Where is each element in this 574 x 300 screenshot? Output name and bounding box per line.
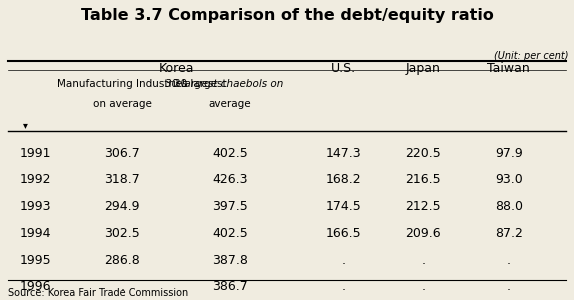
Text: .: .: [507, 254, 511, 267]
Text: 397.5: 397.5: [212, 200, 248, 213]
Text: 209.6: 209.6: [406, 227, 441, 240]
Text: average: average: [209, 99, 251, 109]
Text: 387.8: 387.8: [212, 254, 248, 267]
Text: 166.5: 166.5: [326, 227, 362, 240]
Text: .: .: [342, 254, 346, 267]
Text: 97.9: 97.9: [495, 147, 522, 160]
Text: 286.8: 286.8: [104, 254, 140, 267]
Text: 318.7: 318.7: [104, 173, 140, 187]
Text: 426.3: 426.3: [212, 173, 248, 187]
Text: Japan: Japan: [406, 62, 441, 75]
Text: 168.2: 168.2: [326, 173, 362, 187]
Text: Manufacturing Industries: Manufacturing Industries: [57, 79, 188, 89]
Text: U.S.: U.S.: [331, 62, 356, 75]
Text: .: .: [120, 280, 124, 293]
Text: 212.5: 212.5: [406, 200, 441, 213]
Text: Korea: Korea: [158, 62, 194, 75]
Text: 402.5: 402.5: [212, 227, 248, 240]
Text: 93.0: 93.0: [495, 173, 522, 187]
Text: 1993: 1993: [20, 200, 51, 213]
Text: Table 3.7 Comparison of the debt/equity ratio: Table 3.7 Comparison of the debt/equity …: [80, 8, 494, 23]
Text: 30 largest chaebols on: 30 largest chaebols on: [165, 79, 284, 89]
Text: 1991: 1991: [20, 147, 51, 160]
Text: 1992: 1992: [20, 173, 51, 187]
Text: .: .: [342, 280, 346, 293]
Text: 87.2: 87.2: [495, 227, 523, 240]
Text: 1996: 1996: [20, 280, 51, 293]
Text: 220.5: 220.5: [406, 147, 441, 160]
Text: .: .: [421, 280, 425, 293]
Text: 1994: 1994: [20, 227, 51, 240]
Text: 216.5: 216.5: [406, 173, 441, 187]
Text: 302.5: 302.5: [104, 227, 140, 240]
Text: 88.0: 88.0: [495, 200, 523, 213]
Text: 147.3: 147.3: [326, 147, 362, 160]
Text: 386.7: 386.7: [212, 280, 248, 293]
Text: (Unit: per cent): (Unit: per cent): [494, 51, 568, 61]
Text: Taiwan: Taiwan: [487, 62, 530, 75]
Text: Source: Korea Fair Trade Commission: Source: Korea Fair Trade Commission: [9, 288, 189, 298]
Text: ▾: ▾: [23, 120, 28, 130]
Text: 306.7: 306.7: [104, 147, 140, 160]
Text: 402.5: 402.5: [212, 147, 248, 160]
Text: 1995: 1995: [20, 254, 52, 267]
Text: .: .: [421, 254, 425, 267]
Text: 30 largest: 30 largest: [174, 79, 230, 89]
Text: .: .: [507, 280, 511, 293]
Text: on average: on average: [93, 99, 152, 109]
Text: 174.5: 174.5: [326, 200, 362, 213]
Text: 294.9: 294.9: [104, 200, 140, 213]
